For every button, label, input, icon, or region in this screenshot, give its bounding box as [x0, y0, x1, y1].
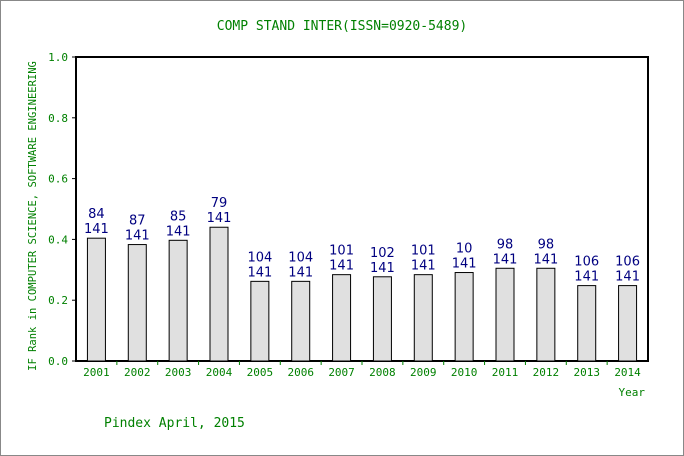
- y-tick-label: 1.0: [48, 51, 68, 64]
- bar: [250, 280, 270, 362]
- bars: [86, 226, 638, 362]
- x-axis-label: Year: [619, 386, 646, 399]
- bar: [127, 244, 147, 362]
- bar-total-label: 141: [329, 259, 354, 274]
- bar: [495, 267, 515, 362]
- bar-rank-label: 10: [456, 242, 473, 257]
- bar-rank-label: 106: [574, 255, 599, 270]
- plot-area: [75, 56, 649, 362]
- bar: [577, 285, 597, 362]
- bar-total-label: 141: [247, 265, 272, 280]
- x-tick-label: 2014: [614, 366, 641, 379]
- x-tick-label: 2009: [410, 366, 437, 379]
- bar-rank-label: 104: [247, 250, 272, 265]
- bar: [168, 239, 188, 362]
- bar: [86, 237, 106, 362]
- y-tick-label: 0.4: [48, 233, 68, 246]
- y-tick-label: 0.0: [48, 355, 68, 368]
- bar-total-label: 141: [411, 259, 436, 274]
- bar: [536, 267, 556, 362]
- bar-total-label: 141: [370, 261, 395, 276]
- bar: [618, 285, 638, 362]
- footer-credit: Pindex April, 2015: [104, 416, 245, 431]
- x-tick-label: 2001: [83, 366, 110, 379]
- bar-rank-label: 104: [288, 250, 313, 265]
- bar: [454, 272, 474, 362]
- bar-rank-label: 101: [411, 244, 436, 259]
- x-axis: 2001 2002 2003 2004 2005 2006 2007 2008 2009 2010…: [83, 361, 641, 379]
- bar-rank-label: 79: [211, 196, 228, 211]
- x-tick-label: 2002: [124, 366, 151, 379]
- bar-total-label: 141: [288, 265, 313, 280]
- bar: [332, 274, 352, 362]
- y-tick-label: 0.8: [48, 112, 68, 125]
- y-tick-label: 0.6: [48, 173, 68, 186]
- data-labels: 8414187141851417914110414110414110114110…: [84, 196, 640, 284]
- y-axis-label: IF Rank in COMPUTER SCIENCE, SOFTWARE EN…: [27, 61, 39, 371]
- x-tick-label: 2005: [247, 366, 274, 379]
- x-tick-label: 2012: [533, 366, 560, 379]
- bar-total-label: 141: [166, 224, 191, 239]
- chart-title: COMP STAND INTER(ISSN=0920-5489): [217, 19, 467, 34]
- x-tick-label: 2011: [492, 366, 519, 379]
- bar-total-label: 141: [207, 211, 232, 226]
- bar-total-label: 141: [452, 257, 477, 272]
- bar-total-label: 141: [615, 270, 640, 285]
- bar-rank-label: 87: [129, 214, 146, 229]
- x-tick-label: 2013: [573, 366, 600, 379]
- y-tick-label: 0.2: [48, 294, 68, 307]
- bar-rank-label: 98: [497, 237, 514, 252]
- x-tick-label: 2008: [369, 366, 396, 379]
- x-tick-label: 2010: [451, 366, 478, 379]
- x-tick-label: 2004: [206, 366, 233, 379]
- y-axis: 0.0 0.2 0.4 0.6 0.8 1.0: [48, 51, 76, 368]
- bar-total-label: 141: [533, 252, 558, 267]
- x-tick-label: 2006: [287, 366, 314, 379]
- bar-total-label: 141: [574, 270, 599, 285]
- bar-total-label: 141: [493, 252, 518, 267]
- bar-rank-label: 98: [538, 237, 555, 252]
- bar-total-label: 141: [84, 222, 109, 237]
- x-tick-label: 2003: [165, 366, 192, 379]
- bar-rank-label: 106: [615, 255, 640, 270]
- bar-rank-label: 84: [88, 207, 105, 222]
- bar: [291, 280, 311, 362]
- bar-rank-label: 85: [170, 209, 187, 224]
- bar: [209, 226, 229, 362]
- bar-rank-label: 102: [370, 246, 395, 261]
- bar: [413, 274, 433, 362]
- bar-rank-label: 101: [329, 244, 354, 259]
- x-tick-label: 2007: [328, 366, 355, 379]
- bar-total-label: 141: [125, 229, 150, 244]
- bar: [372, 276, 392, 362]
